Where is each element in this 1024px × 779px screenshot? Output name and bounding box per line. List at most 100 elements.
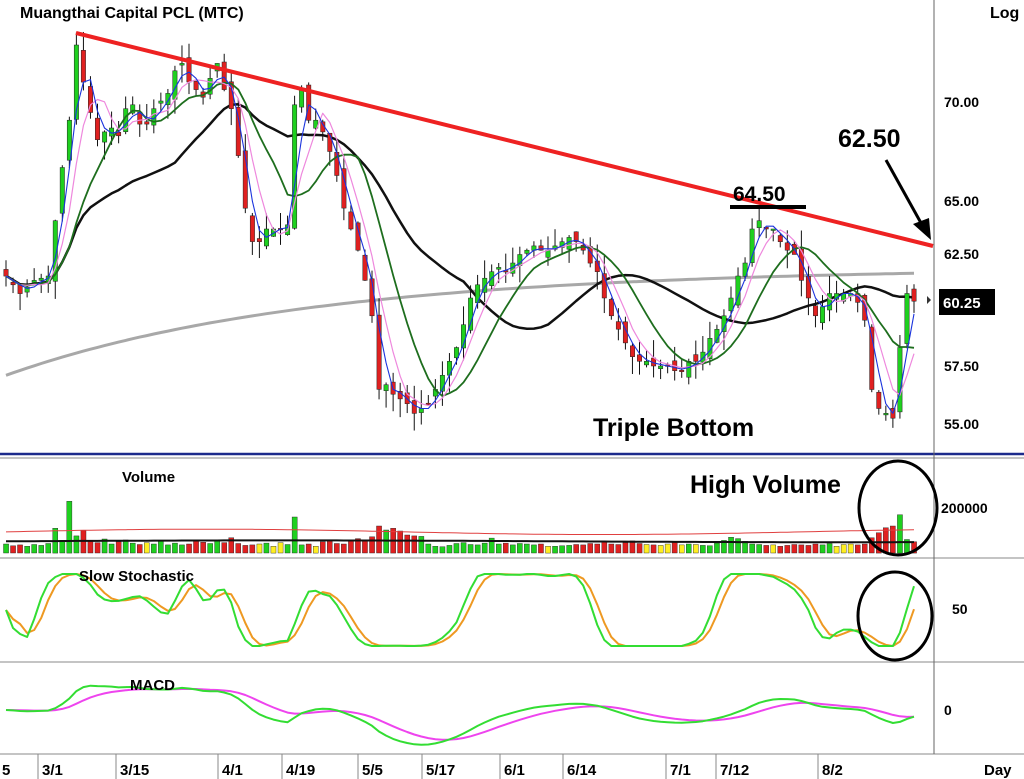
volume-bar bbox=[566, 545, 572, 554]
date-tick-label: 5/17 bbox=[426, 762, 455, 779]
volume-bar bbox=[418, 536, 425, 554]
volume-bar bbox=[334, 543, 340, 554]
candle-body bbox=[679, 369, 685, 372]
candle-body bbox=[355, 222, 361, 251]
volume-bar bbox=[503, 542, 509, 554]
volume-bar bbox=[798, 544, 805, 554]
candle-body bbox=[622, 321, 628, 344]
volume-bar bbox=[524, 543, 530, 554]
candle-body bbox=[876, 391, 882, 409]
volume-bar bbox=[143, 542, 150, 554]
price-axis: 70.00 65.00 62.50 57.50 55.00 Log bbox=[944, 5, 1019, 432]
candle-body bbox=[805, 276, 811, 299]
volume-bar bbox=[348, 540, 354, 554]
candle-body bbox=[482, 277, 488, 293]
candle-body bbox=[630, 345, 635, 357]
volume-bar bbox=[66, 501, 73, 554]
volume-bar bbox=[235, 543, 241, 554]
volume-bar bbox=[165, 544, 171, 554]
volume-bar bbox=[700, 545, 706, 554]
target-arrow-head bbox=[913, 218, 931, 240]
candle-body bbox=[827, 293, 833, 311]
candle-body bbox=[637, 354, 642, 362]
volume-bar bbox=[897, 514, 903, 554]
candle-body bbox=[658, 365, 664, 369]
volume-bar bbox=[538, 543, 544, 554]
volume-bar bbox=[615, 544, 622, 554]
target-level-label: 62.50 bbox=[838, 125, 901, 153]
volume-bar bbox=[270, 546, 277, 554]
candle-body bbox=[728, 297, 734, 312]
volume-bar bbox=[45, 543, 52, 554]
volume-bar bbox=[707, 545, 713, 554]
volume-bar bbox=[833, 546, 840, 554]
volume-bar bbox=[108, 543, 115, 554]
candle-body bbox=[454, 347, 459, 359]
candle-body bbox=[707, 338, 713, 359]
volume-layer bbox=[3, 501, 917, 554]
volume-bar bbox=[3, 543, 9, 554]
candle-body bbox=[608, 299, 614, 317]
volume-bar bbox=[256, 543, 263, 554]
volume-bar bbox=[136, 544, 143, 554]
candle-body bbox=[80, 50, 86, 83]
last-price-box bbox=[939, 289, 995, 315]
candle-body bbox=[327, 132, 333, 152]
candle-body bbox=[235, 107, 241, 156]
volume-bar bbox=[474, 544, 481, 554]
candle-body bbox=[756, 220, 762, 228]
candle-body bbox=[59, 167, 65, 214]
last-price-pointer bbox=[927, 296, 931, 304]
volume-bar bbox=[686, 543, 692, 554]
candle-body bbox=[798, 248, 804, 281]
date-tick-label: 6/14 bbox=[567, 762, 597, 779]
candle-body bbox=[179, 63, 185, 66]
candle-body bbox=[102, 131, 108, 143]
volume-bar bbox=[812, 543, 819, 554]
volume-bar bbox=[721, 540, 727, 554]
candle-body bbox=[249, 215, 255, 242]
volume-bar bbox=[517, 543, 523, 554]
volume-bar bbox=[101, 538, 108, 554]
candle-body bbox=[73, 44, 79, 120]
volume-ma-red bbox=[5, 528, 915, 535]
volume-bar bbox=[847, 543, 854, 554]
volume-bar bbox=[643, 544, 650, 554]
target-arrow bbox=[884, 159, 928, 233]
candle-body bbox=[566, 237, 572, 250]
volume-bar bbox=[545, 546, 551, 554]
candle-body bbox=[883, 413, 889, 416]
date-tick-label: 6/1 bbox=[504, 762, 525, 779]
candle-body bbox=[686, 361, 692, 378]
candle-body bbox=[411, 400, 417, 414]
volume-bar bbox=[855, 544, 861, 554]
volume-bar bbox=[228, 537, 234, 554]
volume-bar bbox=[186, 543, 192, 554]
candle-body bbox=[749, 228, 755, 263]
volume-bar bbox=[862, 543, 868, 554]
macd-signal-line bbox=[5, 687, 915, 741]
candle-body bbox=[869, 326, 875, 390]
candle-body bbox=[3, 269, 9, 277]
date-axis: 5 3/1 3/15 4/1 4/19 5/5 5/17 6/1 6/14 7/… bbox=[2, 754, 1012, 779]
candle-body bbox=[144, 121, 150, 125]
candle-body bbox=[538, 245, 544, 251]
volume-bar bbox=[439, 546, 446, 554]
volume-bar bbox=[129, 542, 136, 554]
candle-body bbox=[496, 267, 502, 270]
ma200-line-layer bbox=[5, 271, 915, 377]
volume-bar bbox=[200, 542, 206, 554]
candle-body bbox=[770, 228, 776, 231]
candle-body bbox=[158, 100, 164, 104]
last-price-value: 60.25 bbox=[943, 295, 981, 312]
volume-bar bbox=[432, 546, 439, 554]
candle-body bbox=[66, 119, 72, 161]
volume-panel-title: Volume bbox=[122, 469, 175, 486]
volume-bar bbox=[94, 542, 101, 554]
macd-layer bbox=[5, 684, 915, 746]
volume-bar bbox=[608, 543, 615, 554]
stochastic-panel-title: Slow Stochastic bbox=[79, 568, 194, 585]
candle-body bbox=[742, 262, 748, 277]
candle-body bbox=[376, 314, 382, 390]
volume-bar bbox=[580, 544, 586, 554]
